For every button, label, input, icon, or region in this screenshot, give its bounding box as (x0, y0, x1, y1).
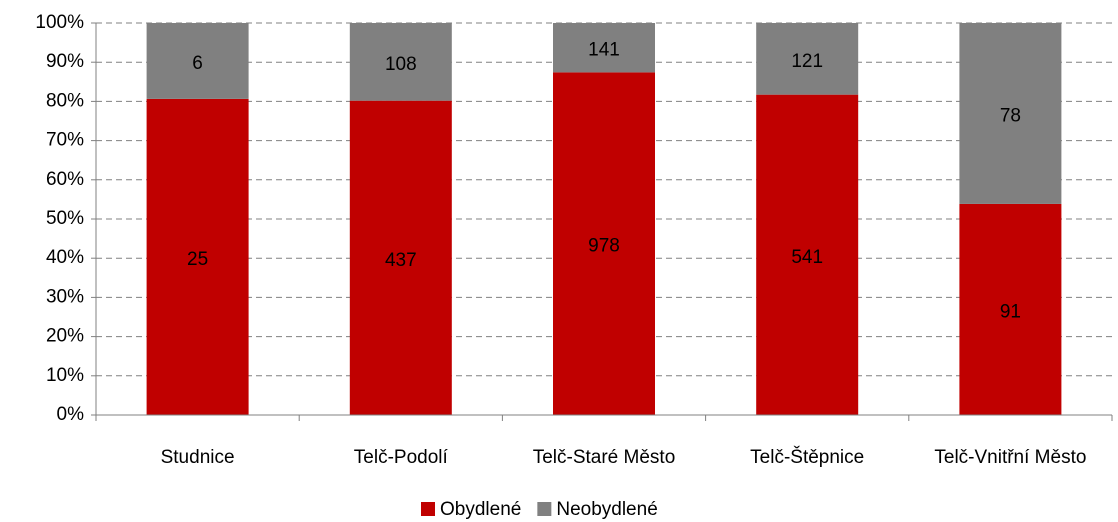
bar-segment (756, 23, 859, 95)
data-label: 108 (385, 54, 417, 75)
x-tick-label: Telč-Štěpnice (750, 446, 864, 468)
y-tick-label: 40% (46, 247, 84, 268)
y-tick-label: 10% (46, 365, 84, 386)
y-tick-label: 30% (46, 286, 84, 307)
bar-segment (756, 94, 859, 416)
y-tick-label: 70% (46, 130, 84, 151)
data-label: 25 (187, 249, 208, 270)
y-tick-label: 90% (46, 51, 84, 72)
data-label: 541 (791, 247, 823, 268)
data-label: 978 (588, 236, 620, 257)
legend-swatch (537, 502, 552, 516)
y-tick-label: 20% (46, 326, 84, 347)
bar-segment (146, 98, 249, 415)
bar-segment (349, 23, 452, 101)
data-label: 6 (192, 53, 203, 74)
x-tick-label: Telč-Staré Město (533, 447, 676, 468)
bar-segment (959, 203, 1062, 415)
data-label: 78 (1000, 105, 1021, 126)
y-tick-label: 100% (35, 12, 84, 33)
bar-segment (553, 23, 655, 73)
x-tick-label: Telč-Podolí (354, 447, 449, 468)
legend-label: Neobydlené (556, 499, 657, 520)
bar-segment (959, 23, 1062, 204)
x-tick-label: Telč-Vnitřní Město (934, 447, 1086, 468)
y-tick-label: 80% (46, 90, 84, 111)
y-tick-label: 50% (46, 208, 84, 229)
x-tick-label: Studnice (161, 447, 235, 468)
data-label: 91 (1000, 301, 1021, 322)
legend-swatch (421, 502, 435, 516)
y-tick-label: 0% (57, 404, 85, 425)
bar-segment (146, 23, 249, 99)
bar-segment (349, 100, 452, 416)
data-label: 437 (385, 250, 417, 271)
bar-segment (553, 72, 655, 415)
data-label: 141 (588, 40, 620, 61)
data-label: 121 (791, 51, 823, 72)
y-tick-label: 60% (46, 169, 84, 190)
legend-label: Obydlené (440, 499, 521, 520)
